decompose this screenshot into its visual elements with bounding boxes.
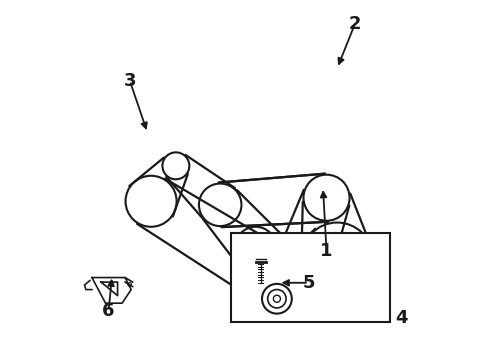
Text: 2: 2 [348,15,361,33]
Text: 5: 5 [302,274,315,292]
Text: 6: 6 [102,302,115,320]
Text: 3: 3 [123,72,136,90]
Bar [231,233,391,322]
Text: 1: 1 [320,242,333,260]
Text: 4: 4 [395,309,407,327]
